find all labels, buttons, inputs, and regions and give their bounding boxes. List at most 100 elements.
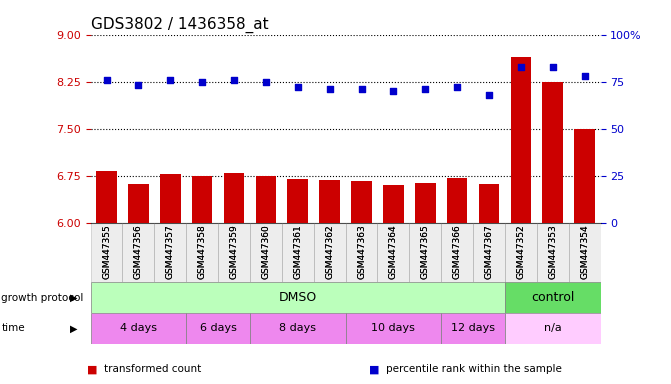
- FancyBboxPatch shape: [473, 223, 505, 282]
- Bar: [511, 56, 531, 223]
- Text: GSM447359: GSM447359: [229, 225, 238, 279]
- FancyBboxPatch shape: [505, 223, 537, 282]
- FancyBboxPatch shape: [537, 223, 568, 282]
- FancyBboxPatch shape: [250, 313, 346, 344]
- Point: [101, 77, 112, 83]
- Point: [452, 84, 462, 90]
- FancyBboxPatch shape: [346, 223, 377, 282]
- Text: GSM447357: GSM447357: [166, 225, 174, 279]
- Text: GSM447364: GSM447364: [389, 225, 398, 279]
- Point: [515, 63, 526, 70]
- Text: GSM447356: GSM447356: [134, 224, 143, 279]
- Point: [260, 79, 271, 85]
- Text: GSM447359: GSM447359: [229, 224, 238, 279]
- Text: ■: ■: [87, 364, 98, 374]
- Text: GSM447364: GSM447364: [389, 224, 398, 278]
- FancyBboxPatch shape: [91, 313, 186, 344]
- Text: GSM447362: GSM447362: [325, 224, 334, 278]
- FancyBboxPatch shape: [186, 223, 218, 282]
- Text: GSM447360: GSM447360: [262, 225, 270, 279]
- Text: GSM447358: GSM447358: [198, 225, 207, 279]
- Bar: [192, 176, 213, 223]
- Text: GSM447356: GSM447356: [134, 225, 143, 279]
- Bar: [574, 129, 595, 223]
- Text: GSM447367: GSM447367: [484, 224, 493, 279]
- Point: [293, 84, 303, 90]
- Text: GSM447353: GSM447353: [548, 224, 557, 279]
- Text: GSM447352: GSM447352: [517, 224, 525, 278]
- Text: GSM447361: GSM447361: [293, 225, 302, 279]
- Text: GSM447363: GSM447363: [357, 224, 366, 279]
- Point: [484, 92, 495, 98]
- FancyBboxPatch shape: [442, 223, 473, 282]
- FancyBboxPatch shape: [313, 223, 346, 282]
- Text: control: control: [531, 291, 574, 304]
- Text: ▶: ▶: [70, 323, 78, 333]
- FancyBboxPatch shape: [442, 313, 505, 344]
- Point: [579, 73, 590, 79]
- FancyBboxPatch shape: [250, 223, 282, 282]
- Bar: [256, 176, 276, 223]
- Point: [165, 77, 176, 83]
- Point: [420, 86, 431, 92]
- FancyBboxPatch shape: [409, 223, 442, 282]
- FancyBboxPatch shape: [568, 223, 601, 282]
- Text: 12 days: 12 days: [451, 323, 495, 333]
- Text: 4 days: 4 days: [120, 323, 157, 333]
- Text: transformed count: transformed count: [104, 364, 201, 374]
- Bar: [447, 178, 468, 223]
- Bar: [383, 185, 404, 223]
- Point: [197, 79, 207, 85]
- FancyBboxPatch shape: [154, 223, 186, 282]
- Bar: [319, 180, 340, 223]
- FancyBboxPatch shape: [123, 223, 154, 282]
- Text: GSM447354: GSM447354: [580, 224, 589, 278]
- FancyBboxPatch shape: [505, 282, 601, 313]
- Text: GSM447352: GSM447352: [517, 225, 525, 279]
- Text: GSM447362: GSM447362: [325, 225, 334, 279]
- Text: time: time: [1, 323, 25, 333]
- FancyBboxPatch shape: [505, 313, 601, 344]
- Text: GSM447367: GSM447367: [484, 225, 493, 279]
- FancyBboxPatch shape: [218, 223, 250, 282]
- FancyBboxPatch shape: [282, 223, 313, 282]
- Text: GSM447366: GSM447366: [453, 224, 462, 279]
- FancyBboxPatch shape: [186, 313, 250, 344]
- Text: GSM447355: GSM447355: [102, 224, 111, 279]
- Bar: [223, 172, 244, 223]
- Bar: [351, 181, 372, 223]
- Text: 6 days: 6 days: [200, 323, 236, 333]
- Text: GSM447365: GSM447365: [421, 225, 429, 279]
- Point: [548, 63, 558, 70]
- Text: DMSO: DMSO: [278, 291, 317, 304]
- Text: ■: ■: [369, 364, 380, 374]
- Text: GSM447363: GSM447363: [357, 225, 366, 279]
- Point: [324, 86, 335, 92]
- FancyBboxPatch shape: [346, 313, 442, 344]
- Text: GDS3802 / 1436358_at: GDS3802 / 1436358_at: [91, 17, 268, 33]
- Text: growth protocol: growth protocol: [1, 293, 84, 303]
- Text: GSM447365: GSM447365: [421, 224, 429, 279]
- Bar: [542, 82, 563, 223]
- FancyBboxPatch shape: [91, 282, 505, 313]
- Text: n/a: n/a: [544, 323, 562, 333]
- Bar: [96, 171, 117, 223]
- Text: GSM447355: GSM447355: [102, 225, 111, 279]
- Text: GSM447361: GSM447361: [293, 224, 302, 279]
- Point: [356, 86, 367, 92]
- Point: [388, 88, 399, 94]
- Bar: [287, 179, 308, 223]
- Text: GSM447366: GSM447366: [453, 225, 462, 279]
- Text: GSM447354: GSM447354: [580, 225, 589, 279]
- Text: ▶: ▶: [70, 293, 78, 303]
- Text: GSM447358: GSM447358: [198, 224, 207, 279]
- Text: percentile rank within the sample: percentile rank within the sample: [386, 364, 562, 374]
- Text: GSM447357: GSM447357: [166, 224, 174, 279]
- Point: [229, 77, 240, 83]
- Text: GSM447353: GSM447353: [548, 225, 557, 279]
- Point: [133, 82, 144, 88]
- Text: GSM447360: GSM447360: [262, 224, 270, 279]
- FancyBboxPatch shape: [91, 223, 123, 282]
- Bar: [160, 174, 180, 223]
- FancyBboxPatch shape: [377, 223, 409, 282]
